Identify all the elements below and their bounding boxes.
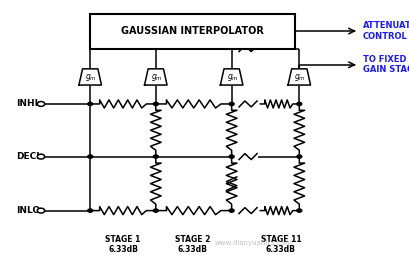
Text: INHI: INHI [16,99,38,109]
Text: $g_m$: $g_m$ [226,72,238,83]
Circle shape [37,102,45,106]
Circle shape [37,208,45,213]
Circle shape [229,102,234,106]
Circle shape [229,209,234,212]
Polygon shape [144,69,167,85]
Circle shape [153,209,158,212]
Circle shape [296,209,301,212]
Text: ATTENUATION
CONTROL: ATTENUATION CONTROL [362,21,409,41]
Text: GAUSSIAN INTERPOLATOR: GAUSSIAN INTERPOLATOR [121,26,263,36]
Circle shape [296,155,301,158]
Polygon shape [288,69,310,85]
Circle shape [88,102,92,106]
Text: DECL: DECL [16,152,42,161]
Text: INLO: INLO [16,206,40,215]
Text: $g_m$: $g_m$ [294,72,305,83]
Polygon shape [79,69,101,85]
Text: www.dianyuanics.com: www.dianyuanics.com [215,240,292,246]
Circle shape [153,102,158,106]
Text: $g_m$: $g_m$ [85,72,97,83]
Text: 6.33dB: 6.33dB [108,245,137,254]
Circle shape [153,155,158,158]
Circle shape [88,209,92,212]
Circle shape [229,155,234,158]
Text: $g_m$: $g_m$ [151,72,162,83]
Circle shape [37,154,45,159]
Text: TO FIXED
GAIN STAGE: TO FIXED GAIN STAGE [362,55,409,75]
Text: STAGE 1: STAGE 1 [105,235,140,244]
Text: STAGE 11: STAGE 11 [260,235,301,244]
Circle shape [296,102,301,106]
Polygon shape [220,69,242,85]
Text: STAGE 2: STAGE 2 [175,235,210,244]
Text: 6.33dB: 6.33dB [178,245,207,254]
FancyBboxPatch shape [90,14,294,49]
Text: 6.33dB: 6.33dB [265,245,295,254]
Circle shape [88,155,92,158]
